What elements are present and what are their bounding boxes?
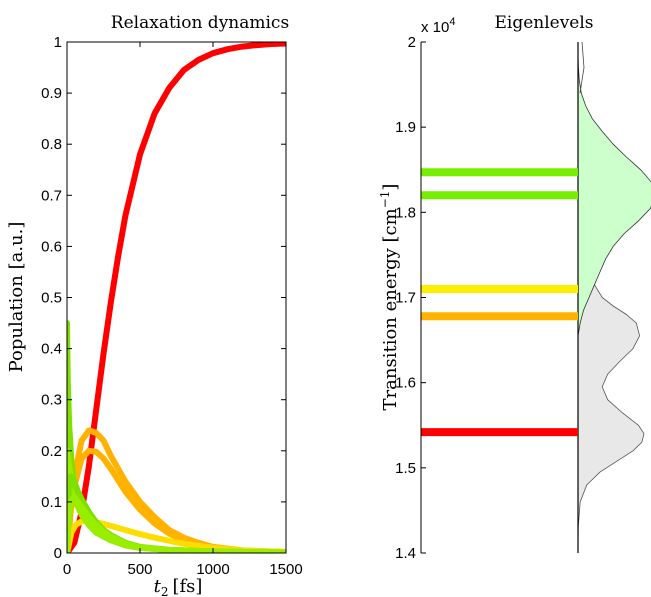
x-tick-label: 1000 [196,561,229,578]
y-tick-label: 0.5 [41,290,62,307]
y-tick-label: 1.6 [395,375,416,392]
y-tick-label: 0.2 [41,443,62,460]
left-y-axis-label: Population [a.u.] [6,222,27,373]
y-tick-label: 1.4 [395,545,416,562]
series-line-4 [67,517,286,553]
series-line-1 [67,42,286,553]
spectrum-tail-line [579,41,585,94]
y-tick-label: 0 [54,545,62,562]
y-tick-label: 0.8 [41,136,62,153]
y-tick-label: 0.6 [41,238,62,255]
left-x-axis-label: t2 [fs] [154,576,203,597]
y-tick-label: 1 [54,34,62,51]
y-tick-label: 1.7 [395,290,416,307]
y-tick-label: 0.9 [41,85,62,102]
y-tick-label: 1.5 [395,460,416,477]
right-y-axis-label: Transition energy [cm−1] [378,184,401,411]
x-tick-label: 0 [63,561,71,578]
left-chart-title: Relaxation dynamics [111,13,289,33]
right-chart-title: Eigenlevels [494,13,593,33]
left-axes-box [66,41,287,554]
y-tick-label: 0.7 [41,187,62,204]
eigenlevels-chart: Eigenlevels x 104 1.4 1.5 1.6 1.7 1.8 1.9 2 Tr… [378,13,651,562]
right-axis-multiplier: x 104 [421,16,455,36]
x-tick-label: 500 [127,561,152,578]
y-tick-label: 2 [408,34,416,51]
series-line-8 [67,493,286,553]
band-spectrum-area [577,54,651,336]
relaxation-dynamics-chart: Relaxation dynamics 0 0.1 0.2 0.3 0.4 0.5 0.6 0… [6,13,303,597]
y-tick-label: 0.3 [41,392,62,409]
x-tick-label: 1500 [269,561,302,578]
y-tick-label: 1.8 [395,204,416,221]
y-tick-label: 0.4 [41,341,62,358]
y-tick-label: 0.1 [41,494,62,511]
y-tick-label: 1.9 [395,119,416,136]
